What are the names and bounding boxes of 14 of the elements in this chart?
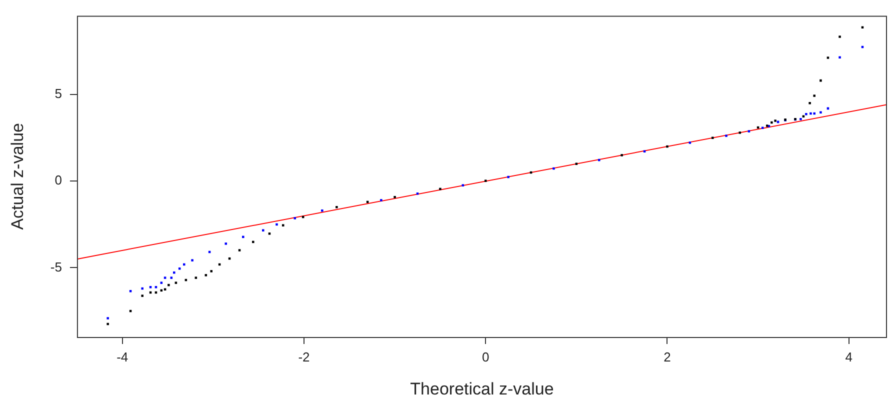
x-axis-title: Theoretical z-value — [410, 379, 554, 398]
y-tick-label: -5 — [50, 259, 62, 274]
y-tick-label: 0 — [54, 172, 62, 188]
y-axis-title: Actual z-value — [8, 123, 27, 230]
y-tick-label: 5 — [54, 86, 62, 102]
point — [643, 150, 646, 153]
x-tick-label: 2 — [664, 349, 671, 364]
x-tick-label: -4 — [116, 349, 128, 364]
point — [598, 158, 600, 162]
point — [268, 232, 271, 235]
x-tick-label: 4 — [845, 349, 852, 364]
x-tick-label: 0 — [482, 349, 490, 364]
point — [172, 271, 176, 274]
x-tick-label: -2 — [298, 349, 310, 364]
